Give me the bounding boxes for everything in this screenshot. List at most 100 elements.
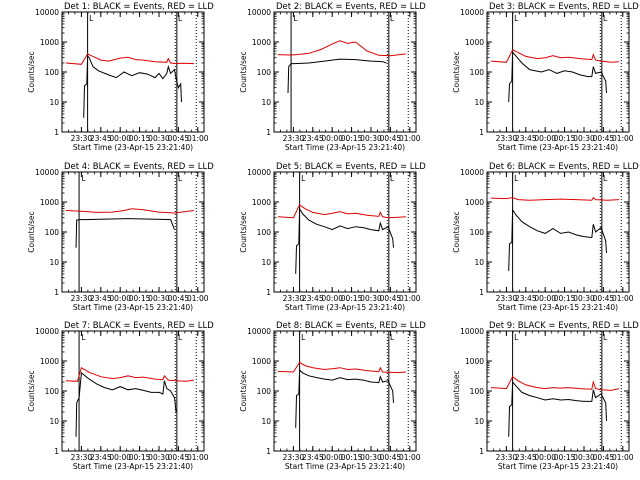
- x-tick-label: 23:45: [90, 453, 112, 462]
- lld-series-line: [490, 196, 619, 201]
- l-marker-label: L: [301, 174, 306, 183]
- x-tick-label: 00:30: [148, 134, 170, 143]
- x-tick-label: 00:00: [534, 294, 556, 303]
- x-tick-label: 23:45: [90, 134, 112, 143]
- x-tick-label: 00:15: [129, 134, 151, 143]
- y-tick-label: 100: [257, 387, 272, 396]
- y-tick-label: 10000: [247, 168, 271, 177]
- y-tick-label: 100: [45, 228, 60, 237]
- l-marker-label: L: [178, 333, 183, 342]
- x-axis-label: Start Time (23-Apr-15 23:21:40): [73, 143, 193, 152]
- x-tick-label: 00:15: [341, 294, 363, 303]
- x-tick-label: 01:00: [612, 294, 634, 303]
- l-marker-label: L: [514, 174, 519, 183]
- lld-series-line: [277, 361, 406, 374]
- plot-frame: [273, 11, 417, 133]
- y-axis-label: Counts/sec: [27, 211, 36, 252]
- x-tick-label: 00:30: [148, 453, 170, 462]
- y-tick-label: 100: [257, 68, 272, 77]
- x-tick-label: 00:15: [341, 134, 363, 143]
- l-marker-label: L: [89, 14, 94, 23]
- x-tick-label: 23:30: [496, 453, 518, 462]
- l-marker-label: L: [390, 174, 395, 183]
- y-tick-label: 100: [257, 228, 272, 237]
- events-series-line: [508, 208, 607, 272]
- x-tick-label: 00:15: [129, 453, 151, 462]
- y-tick-label: 1: [54, 128, 59, 137]
- x-axis-label: Start Time (23-Apr-15 23:21:40): [285, 303, 405, 312]
- x-tick-label: 00:45: [380, 453, 402, 462]
- x-tick-label: 01:00: [399, 294, 421, 303]
- x-tick-label: 00:00: [109, 294, 131, 303]
- x-tick-label: 23:30: [283, 294, 305, 303]
- y-tick-label: 10000: [35, 327, 59, 336]
- x-axis-label: Start Time (23-Apr-15 23:21:40): [285, 143, 405, 152]
- y-tick-label: 10: [474, 258, 484, 267]
- chart-title: Det 7: BLACK = Events, RED = LLD: [64, 321, 214, 331]
- y-axis-label: Counts/sec: [27, 51, 36, 92]
- y-tick-label: 10000: [35, 8, 59, 17]
- chart-panel-3: Det 3: BLACK = Events, RED = LLD 1 10 100 10…: [452, 2, 639, 152]
- x-tick-label: 00:00: [109, 453, 131, 462]
- plot-frame: [486, 11, 630, 133]
- l-marker-label: L: [390, 333, 395, 342]
- x-axis-label: Start Time (23-Apr-15 23:21:40): [498, 303, 618, 312]
- lld-series-line: [65, 208, 194, 214]
- chart-panel-5: Det 5: BLACK = Events, RED = LLD 1 10 100 10…: [239, 162, 426, 312]
- x-tick-label: 00:00: [109, 134, 131, 143]
- chart-title: Det 4: BLACK = Events, RED = LLD: [64, 162, 214, 172]
- y-tick-label: 10: [49, 258, 59, 267]
- x-axis-label: Start Time (23-Apr-15 23:21:40): [73, 303, 193, 312]
- x-tick-label: 01:00: [187, 294, 209, 303]
- chart-panel-4: Det 4: BLACK = Events, RED = LLD 1 10 100 10…: [27, 162, 214, 312]
- y-tick-label: 10000: [460, 168, 484, 177]
- y-tick-label: 100: [45, 387, 60, 396]
- y-tick-label: 1: [479, 447, 484, 456]
- chart-panel-7: Det 7: BLACK = Events, RED = LLD 1 10 100 10…: [27, 321, 214, 471]
- x-tick-label: 00:15: [554, 453, 576, 462]
- y-tick-label: 1000: [465, 357, 484, 366]
- x-axis-label: Start Time (23-Apr-15 23:21:40): [73, 462, 193, 471]
- l-marker-label: L: [514, 14, 519, 23]
- y-tick-label: 1000: [252, 38, 271, 47]
- x-tick-label: 00:30: [573, 453, 595, 462]
- chart-title: Det 8: BLACK = Events, RED = LLD: [276, 321, 426, 331]
- plot-frame: [61, 171, 205, 293]
- l-marker-label: L: [178, 174, 183, 183]
- events-series-line: [508, 51, 607, 103]
- events-series-line: [287, 58, 387, 94]
- x-tick-label: 01:00: [612, 134, 634, 143]
- y-tick-label: 100: [470, 228, 485, 237]
- y-tick-label: 1: [479, 288, 484, 297]
- l-marker-label: L: [178, 14, 183, 23]
- x-tick-label: 23:30: [496, 294, 518, 303]
- y-tick-label: 10000: [35, 168, 59, 177]
- x-tick-label: 01:00: [399, 134, 421, 143]
- l-marker-label: L: [603, 333, 608, 342]
- y-tick-label: 10: [474, 98, 484, 107]
- x-tick-label: 00:30: [573, 294, 595, 303]
- y-tick-label: 1000: [40, 357, 59, 366]
- chart-panel-8: Det 8: BLACK = Events, RED = LLD 1 10 100 10…: [239, 321, 426, 471]
- y-tick-label: 100: [470, 387, 485, 396]
- x-tick-label: 23:45: [515, 294, 537, 303]
- events-series-line: [75, 371, 177, 437]
- x-tick-label: 23:45: [302, 134, 324, 143]
- y-tick-label: 10: [261, 98, 271, 107]
- events-series-line: [295, 206, 394, 274]
- y-tick-label: 1: [479, 128, 484, 137]
- l-marker-label: L: [390, 14, 395, 23]
- x-tick-label: 00:00: [534, 453, 556, 462]
- x-tick-label: 23:30: [71, 134, 93, 143]
- chart-panel-2: Det 2: BLACK = Events, RED = LLD 1 10 100 10…: [239, 2, 426, 152]
- x-tick-label: 00:45: [380, 294, 402, 303]
- x-tick-label: 00:00: [321, 134, 343, 143]
- y-tick-label: 1000: [465, 198, 484, 207]
- events-series-line: [83, 54, 182, 118]
- y-tick-label: 10000: [460, 327, 484, 336]
- chart-title: Det 9: BLACK = Events, RED = LLD: [489, 321, 639, 331]
- plot-frame: [273, 171, 417, 293]
- lld-series-line: [490, 49, 619, 63]
- x-tick-label: 00:45: [168, 453, 190, 462]
